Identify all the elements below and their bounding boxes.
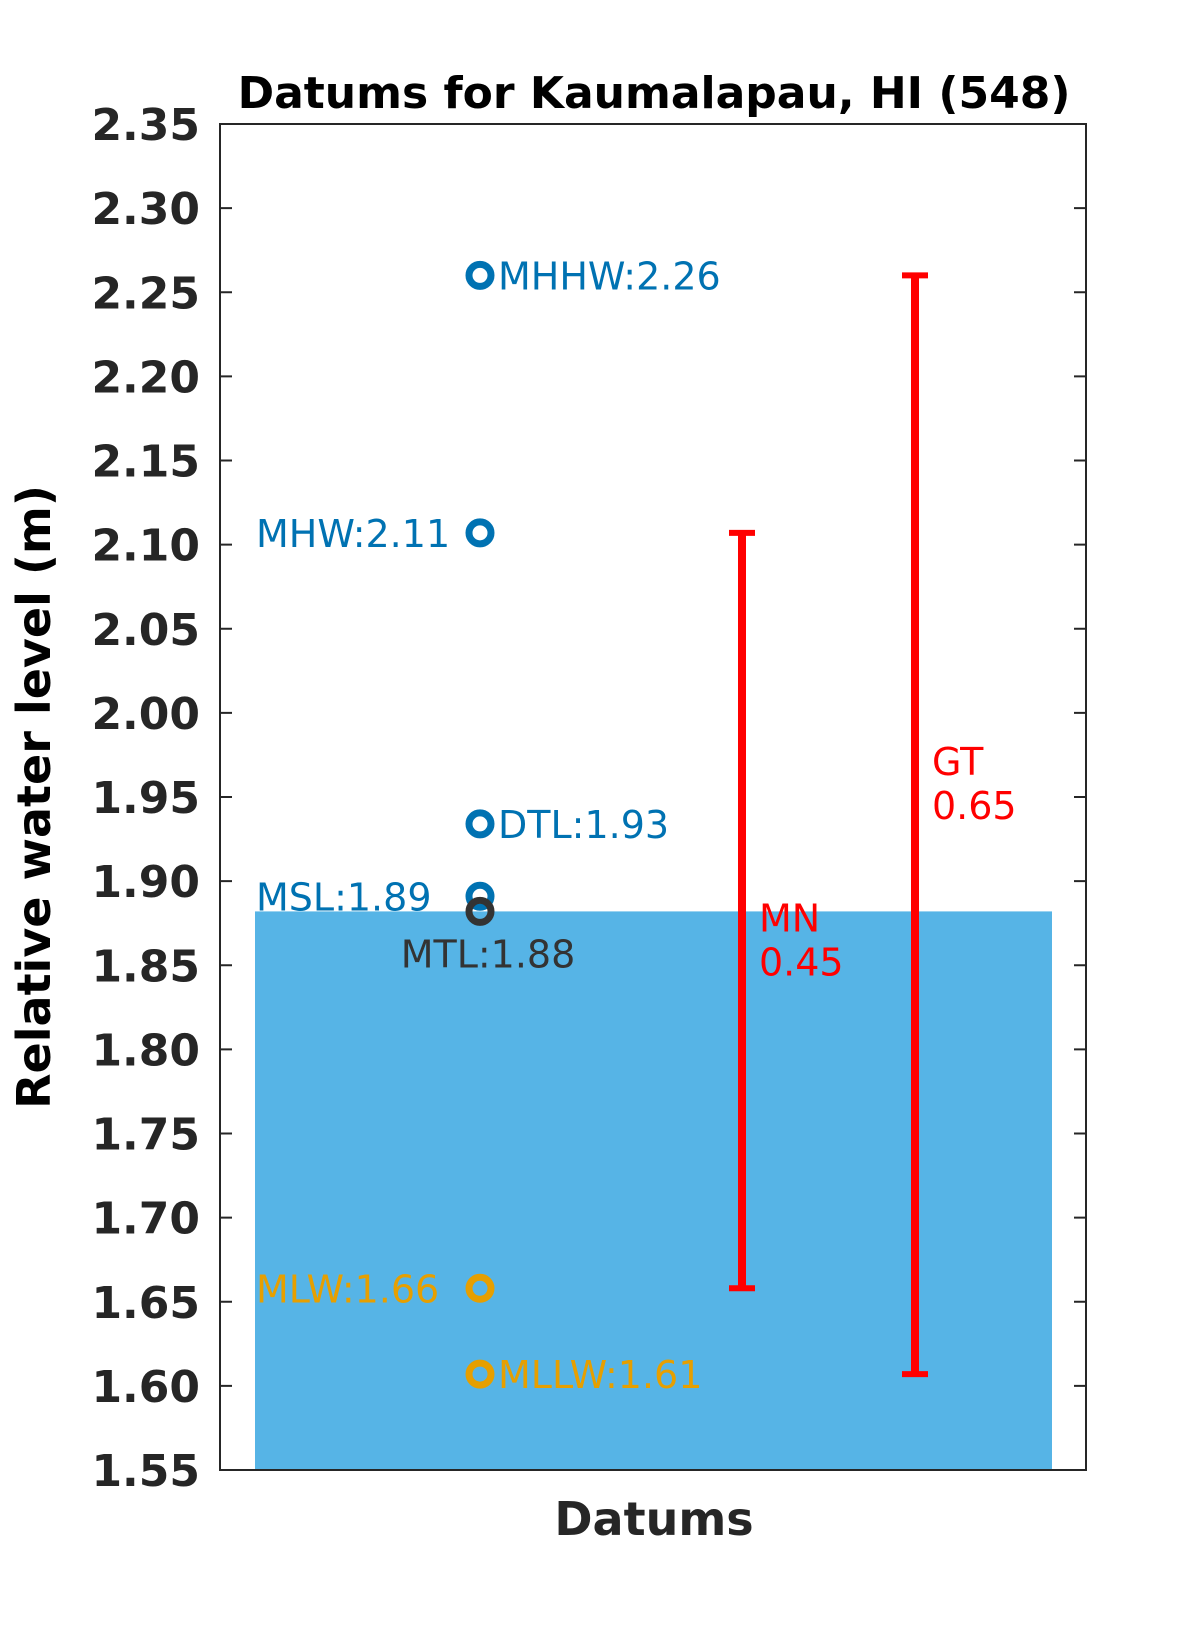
datum-label-mhw: MHW:2.11	[256, 512, 450, 556]
range-name-label: GT	[932, 740, 984, 784]
y-tick-label: 1.95	[91, 773, 200, 824]
y-tick-label: 1.85	[91, 941, 200, 992]
datum-label-mhhw: MHHW:2.26	[498, 254, 721, 298]
range-value-label: 0.65	[932, 784, 1017, 828]
y-tick-label: 1.70	[91, 1194, 200, 1245]
datum-label-dtl: DTL:1.93	[498, 803, 669, 847]
datum-marker-dtl	[465, 809, 495, 839]
y-axis-ticks: 1.55 1.60 1.65 1.70 1.75 1.80 1.85 1.90 1.95 2.00…	[91, 100, 1086, 1497]
datum-label-mllw: MLLW:1.61	[498, 1353, 702, 1397]
y-tick-label: 2.15	[91, 437, 200, 488]
y-tick-label: 1.75	[91, 1110, 200, 1161]
y-axis-label: Relative water level (m)	[7, 485, 61, 1109]
y-tick-label: 2.10	[91, 521, 200, 572]
y-tick-label: 2.20	[91, 352, 200, 403]
datum-marker-mhw	[465, 518, 495, 548]
datum-marker-mtl	[465, 896, 495, 926]
y-tick-label: 1.60	[91, 1362, 200, 1413]
datum-label-mlw: MLW:1.66	[256, 1267, 439, 1311]
y-tick-label: 2.30	[91, 184, 200, 235]
x-axis-label: Datums	[554, 1492, 753, 1546]
datum-marker-msl	[465, 881, 495, 911]
datum-markers: MHHW:2.26 MHW:2.11 DTL:1.93 MSL:1.89 MTL:1.8…	[256, 254, 721, 1397]
range-value-label: 0.45	[759, 941, 844, 985]
y-tick-label: 1.55	[91, 1446, 200, 1497]
y-tick-label: 2.35	[91, 100, 200, 151]
y-tick-label: 1.80	[91, 1025, 200, 1076]
y-tick-label: 2.25	[91, 268, 200, 319]
y-tick-label: 1.65	[91, 1278, 200, 1329]
range-name-label: MN	[759, 897, 820, 941]
range-bars: MN0.45 GT0.65	[729, 272, 1017, 1378]
y-tick-label: 2.05	[91, 605, 200, 656]
y-tick-label: 2.00	[91, 689, 200, 740]
datum-marker-mllw	[465, 1359, 495, 1389]
datum-marker-mlw	[465, 1273, 495, 1303]
chart-title: Datums for Kaumalapau, HI (548)	[238, 68, 1071, 119]
datum-label-mtl: MTL:1.88	[401, 932, 576, 976]
datum-label-msl: MSL:1.89	[256, 875, 432, 919]
y-tick-label: 1.90	[91, 857, 200, 908]
datum-marker-mhhw	[465, 260, 495, 290]
